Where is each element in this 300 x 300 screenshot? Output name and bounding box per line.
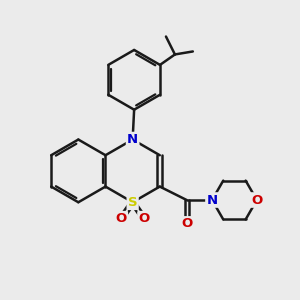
Text: O: O: [181, 218, 192, 230]
Text: N: N: [127, 133, 138, 146]
Text: O: O: [251, 194, 262, 206]
Text: O: O: [116, 212, 127, 225]
Text: S: S: [128, 196, 137, 209]
Text: N: N: [206, 194, 218, 206]
Text: O: O: [139, 212, 150, 225]
